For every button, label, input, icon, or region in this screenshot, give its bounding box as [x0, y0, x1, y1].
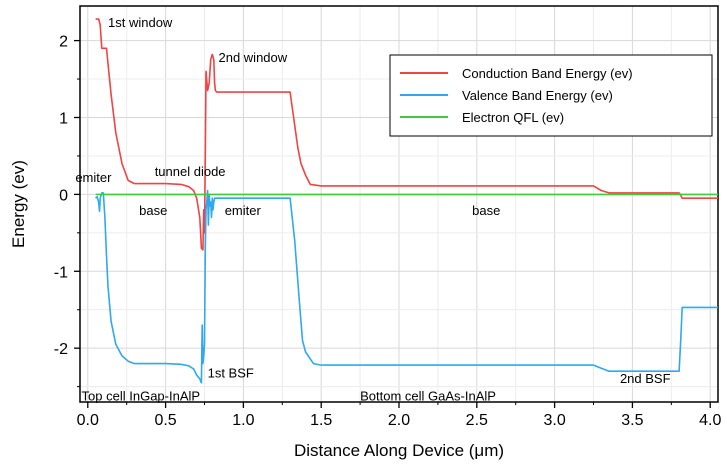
annotation-label: 2nd BSF	[620, 371, 671, 386]
annotation-label: emiter	[225, 203, 262, 218]
x-tick-label: 4.0	[699, 412, 721, 429]
y-tick-label: -2	[54, 341, 68, 358]
y-axis-title: Energy (ev)	[9, 160, 28, 248]
x-tick-label: 2.0	[388, 412, 410, 429]
annotation-label: 1st window	[108, 15, 173, 30]
x-tick-label: 2.5	[466, 412, 488, 429]
annotation-label: Top cell InGap-InAlP	[82, 388, 201, 403]
legend: Conduction Band Energy (ev) Valence Band …	[389, 54, 713, 137]
annotation-label: emiter	[75, 170, 112, 185]
annotation-label: Bottom cell GaAs-InAlP	[360, 388, 496, 403]
series-line-2	[95, 189, 718, 384]
y-tick-label: 2	[59, 34, 68, 51]
y-tick-label: -1	[54, 264, 68, 281]
annotation-label: tunnel diode	[155, 164, 226, 179]
y-tick-label: 1	[59, 110, 68, 127]
x-tick-label: 0.5	[154, 412, 176, 429]
x-tick-label: 3.5	[621, 412, 643, 429]
annotation-label: 1st BSF	[208, 365, 254, 380]
axis-ticks: 0.0 0.5 1.0 1.5 2.0 2.5 3.0 3.5 4.0 2 1 0 -1 -2	[54, 34, 722, 429]
series-line-1	[95, 18, 718, 251]
annotation-label: 2nd window	[218, 50, 287, 65]
legend-label: Valence Band Energy (ev)	[462, 88, 613, 103]
x-tick-label: 1.5	[310, 412, 332, 429]
series-group	[95, 18, 718, 384]
x-tick-label: 0.0	[77, 412, 99, 429]
x-tick-label: 3.0	[543, 412, 565, 429]
y-tick-label: 0	[59, 187, 68, 204]
annotation-label: base	[139, 203, 167, 218]
annotations: 1st window 2nd window emiter tunnel diode ba…	[75, 15, 670, 404]
legend-label: Conduction Band Energy (ev)	[462, 66, 633, 81]
legend-label: Electron QFL (ev)	[462, 110, 564, 125]
annotation-label: base	[472, 203, 500, 218]
x-axis-title: Distance Along Device (μm)	[294, 441, 504, 460]
x-tick-label: 1.0	[232, 412, 254, 429]
